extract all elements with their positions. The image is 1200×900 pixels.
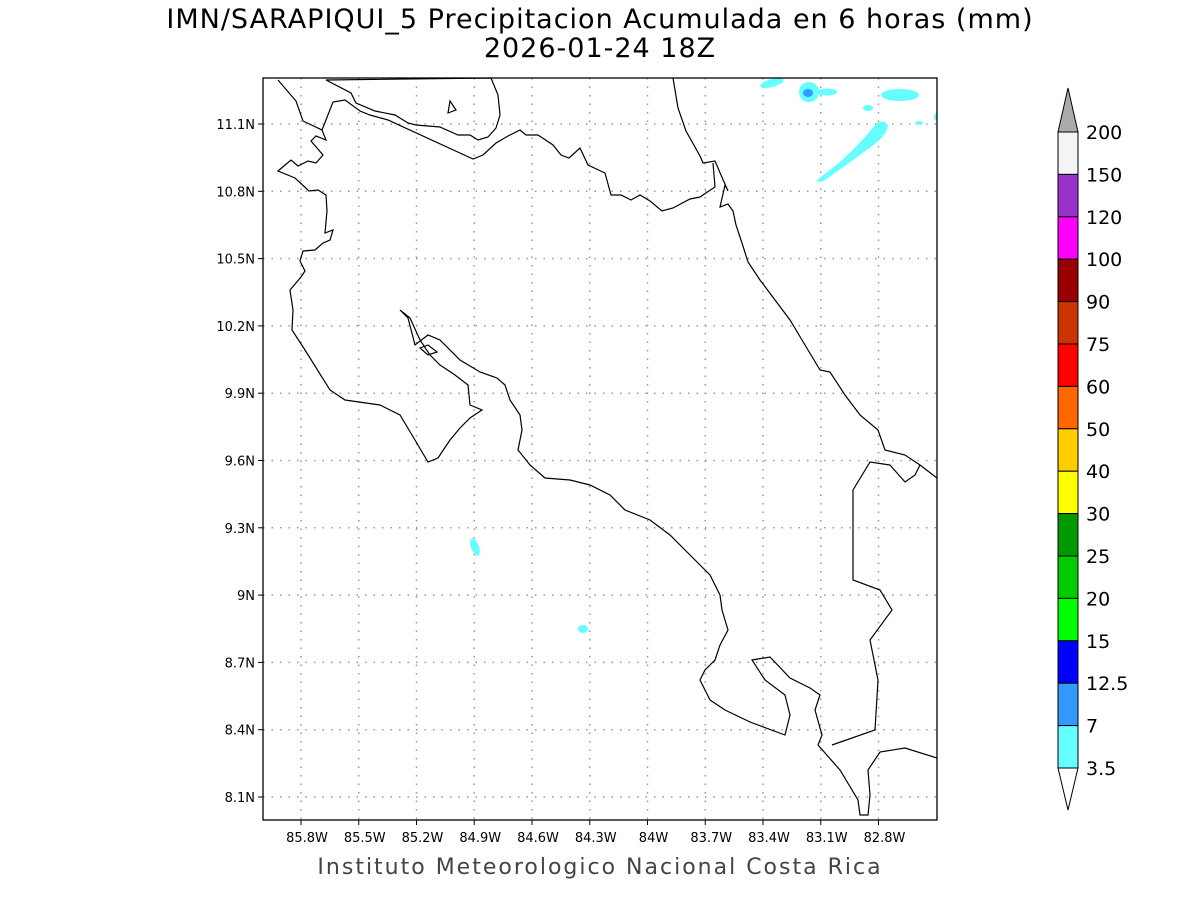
colorbar-over-arrow <box>1057 87 1079 133</box>
lat-tick-label: 10.8N <box>216 185 255 200</box>
lat-tick-label: 11.1N <box>216 118 255 133</box>
lat-tick-label: 8.4N <box>225 724 255 739</box>
lat-tick-label: 10.5N <box>216 253 255 268</box>
colorbar-segment <box>1057 640 1079 684</box>
island-outline <box>447 99 457 114</box>
lat-tick-label: 9.6N <box>225 455 255 470</box>
map-title: IMN/SARAPIQUI_5 Precipitacion Acumulada … <box>166 4 1034 35</box>
precip-area-3.5 <box>934 113 937 121</box>
lon-tick-label: 84.6W <box>517 831 559 846</box>
lon-tick-label: 83.4W <box>748 831 790 846</box>
colorbar-label: 3.5 <box>1086 758 1116 780</box>
colorbar-label: 7 <box>1086 716 1098 738</box>
lake-outline <box>325 78 501 141</box>
colorbar-segment <box>1057 597 1079 642</box>
border-panama <box>831 461 921 746</box>
colorbar-segment <box>1057 682 1079 727</box>
colorbar-under-arrow <box>1057 767 1079 811</box>
lat-tick-label: 9.3N <box>225 522 255 537</box>
lon-tick-label: 85.5W <box>344 831 386 846</box>
coastline-guanacaste <box>276 129 937 816</box>
lon-tick-label: 83.1W <box>806 831 848 846</box>
lat-tick-label: 9.9N <box>225 387 255 402</box>
colorbar-label: 100 <box>1086 249 1122 271</box>
colorbar-segment <box>1057 131 1079 175</box>
lon-tick-label: 84.9W <box>459 831 501 846</box>
colorbar-label: 12.5 <box>1086 673 1128 695</box>
coastline-caribbean <box>672 78 937 479</box>
colorbar-label: 200 <box>1086 122 1122 144</box>
colorbar-label: 60 <box>1086 376 1110 398</box>
precip-area-3.5 <box>881 89 919 101</box>
precip-area-3.5 <box>760 78 784 88</box>
colorbar-label: 75 <box>1086 334 1110 356</box>
colorbar-label: 20 <box>1086 588 1110 610</box>
colorbar-label: 50 <box>1086 419 1110 441</box>
credit-text: Instituto Meteorologico Nacional Costa R… <box>317 855 883 880</box>
colorbar-segment <box>1057 301 1079 345</box>
lon-tick-label: 83.7W <box>690 831 732 846</box>
precip-area-3.5 <box>816 121 888 182</box>
lon-tick-label: 85.2W <box>402 831 444 846</box>
lon-tick-label: 84W <box>639 831 669 846</box>
map-frame <box>262 77 938 821</box>
colorbar-segment <box>1057 513 1079 557</box>
lon-tick-label: 85.8W <box>286 831 328 846</box>
lat-tick-label: 8.1N <box>225 791 255 806</box>
gridlines <box>263 78 937 820</box>
nicoya-island-outline <box>418 344 439 356</box>
map-valid-time: 2026-01-24 18Z <box>483 33 717 64</box>
colorbar-label: 90 <box>1086 292 1110 314</box>
colorbar-segment <box>1057 428 1079 472</box>
colorbar-segment <box>1057 343 1079 387</box>
colorbar-label: 40 <box>1086 461 1110 483</box>
precip-area-7 <box>803 89 813 97</box>
coastline-pacific-north <box>277 79 716 212</box>
colorbar-label: 25 <box>1086 546 1110 568</box>
colorbar-segment <box>1057 385 1079 430</box>
precip-area-3.5 <box>915 121 923 125</box>
colorbar-label: 120 <box>1086 207 1122 229</box>
lon-tick-label: 82.8W <box>864 831 906 846</box>
colorbar-segment <box>1057 173 1079 218</box>
axis-ticks: 85.8W 85.5W 85.2W 84.9W 84.6W 84.3W 84W 83.7W 83… <box>216 118 905 846</box>
colorbar-segment <box>1057 470 1079 515</box>
colorbar-segment <box>1057 555 1079 599</box>
lat-tick-label: 8.7N <box>225 656 255 671</box>
precip-area-3.5 <box>470 538 480 556</box>
precip-areas <box>470 78 937 633</box>
lat-tick-label: 10.2N <box>216 320 255 335</box>
colorbar-label: 30 <box>1086 504 1110 526</box>
colorbar-label: 150 <box>1086 164 1122 186</box>
colorbar-segment <box>1057 216 1079 260</box>
lat-tick-label: 9N <box>237 589 255 604</box>
precip-area-3.5 <box>863 105 873 111</box>
precip-area-3.5 <box>817 88 837 96</box>
lon-tick-label: 84.3W <box>575 831 617 846</box>
colorbar: 200 150 120 100 90 75 60 50 40 30 25 20 15 12.5 7 3.5 <box>1057 87 1128 811</box>
coastline <box>276 78 937 816</box>
colorbar-label: 15 <box>1086 631 1110 653</box>
colorbar-segment <box>1057 725 1079 769</box>
precip-area-3.5 <box>578 625 588 633</box>
colorbar-segment <box>1057 258 1079 303</box>
